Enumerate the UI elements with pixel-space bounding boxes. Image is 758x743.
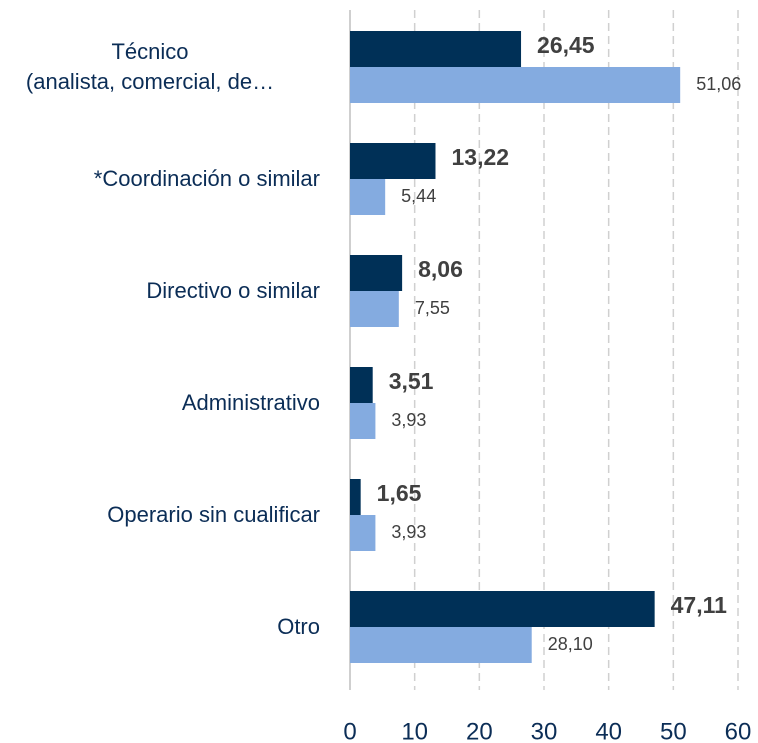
value-label: 3,93	[391, 410, 426, 430]
value-label: 3,93	[391, 522, 426, 542]
bar	[350, 367, 373, 403]
category-label: Otro	[277, 614, 320, 639]
x-tick-label: 10	[401, 718, 428, 743]
bar	[350, 143, 436, 179]
x-tick-label: 40	[595, 718, 622, 743]
x-tick-label: 20	[466, 718, 493, 743]
bar	[350, 255, 403, 291]
value-label: 13,22	[451, 144, 509, 170]
x-tick-label: 60	[725, 718, 752, 743]
bar	[350, 179, 386, 215]
x-tick-label: 0	[343, 718, 356, 743]
value-label: 51,06	[696, 74, 741, 94]
value-label: 1,65	[377, 480, 422, 506]
bar	[350, 403, 376, 439]
x-tick-label: 50	[660, 718, 687, 743]
category-label: Directivo o similar	[146, 278, 320, 303]
value-label: 8,06	[418, 256, 463, 282]
bar	[350, 291, 399, 327]
category-label: *Coordinación o similar	[93, 166, 320, 191]
category-label: Técnico (analista, comercial, de…	[25, 39, 275, 94]
bar	[350, 627, 532, 663]
x-tick-label: 30	[531, 718, 558, 743]
value-label: 7,55	[415, 298, 450, 318]
bar	[350, 31, 522, 67]
bar	[350, 479, 361, 515]
value-label: 5,44	[401, 186, 436, 206]
value-label: 3,51	[389, 368, 434, 394]
bar	[350, 591, 655, 627]
category-label: Operario sin cualificar	[107, 502, 320, 527]
value-label: 28,10	[548, 634, 593, 654]
bar	[350, 515, 376, 551]
category-label: Administrativo	[181, 390, 320, 415]
bar	[350, 67, 681, 103]
value-label: 47,11	[671, 592, 727, 618]
value-label: 26,45	[537, 32, 595, 58]
